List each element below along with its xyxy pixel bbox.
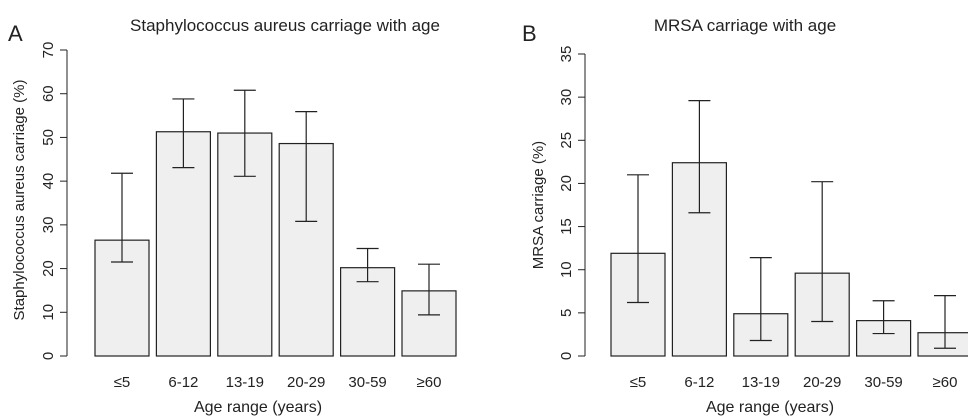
panel-a-label: A	[8, 21, 23, 46]
panel-a-y-tick-label: 0	[40, 352, 57, 360]
panel-a-y-tick-label: 20	[40, 260, 57, 277]
panel-a-y-axis-label: Staphylococcus aureus carriage (%)	[11, 80, 28, 321]
panel-a-y-tick-label: 60	[40, 85, 57, 102]
panel-b-label: B	[522, 21, 537, 46]
panel-b-x-axis-label: Age range (years)	[706, 399, 834, 416]
panel-a-y-tick-label: 40	[40, 173, 57, 190]
panel-a-x-tick-label: 13-19	[226, 374, 264, 391]
panel-b-y-tick-label: 20	[558, 175, 575, 192]
panel-b-bar	[855, 320, 912, 357]
panel-b-y-axis-label: MRSA carriage (%)	[530, 141, 547, 269]
panel-a-y-tick-label: 10	[40, 304, 57, 321]
panel-b-y-tick-label: 35	[558, 46, 575, 63]
panel-b-title: MRSA carriage with age	[654, 16, 836, 35]
panel-b-x-tick-label: 20-29	[803, 374, 841, 391]
panel-a-y-tick-label: 50	[40, 129, 57, 146]
panel-b-x-tick-label: 13-19	[742, 374, 780, 391]
panel-a-x-tick-label: ≤5	[114, 374, 131, 391]
panel-a-x-tick-label: 6-12	[168, 374, 198, 391]
panel-a-x-tick-label: ≥60	[417, 374, 442, 391]
panel-b-y-tick-label: 30	[558, 89, 575, 106]
panel-b-y-tick-label: 10	[558, 261, 575, 278]
panel-b-x-tick-label: 30-59	[864, 374, 902, 391]
panel-b-x-tick-label: ≤5	[630, 374, 647, 391]
panel-b-x-tick-label: ≥60	[933, 374, 958, 391]
panel-a-x-tick-label: 30-59	[348, 374, 386, 391]
panel-a-title: Staphylococcus aureus carriage with age	[130, 16, 440, 35]
panel-a-x-axis-label: Age range (years)	[194, 399, 322, 416]
panel-b-x-tick-label: 6-12	[684, 374, 714, 391]
panel-a-bar	[340, 267, 396, 357]
panel-b-y-tick-label: 5	[558, 309, 575, 317]
panel-b-bar	[671, 162, 728, 357]
panel-b-y-tick-label: 15	[558, 218, 575, 235]
panel-b-y-tick-label: 25	[558, 132, 575, 149]
panel-a-y-tick-label: 30	[40, 217, 57, 234]
panel-b-y-tick-label: 0	[558, 352, 575, 360]
panel-b: B MRSA carriage with age Age range (year…	[522, 16, 968, 416]
panel-a: A Staphylococcus aureus carriage with ag…	[8, 16, 457, 416]
panel-a-x-tick-label: 20-29	[287, 374, 325, 391]
panel-a-y-tick-label: 70	[40, 42, 57, 59]
panel-b-bar	[917, 332, 968, 357]
